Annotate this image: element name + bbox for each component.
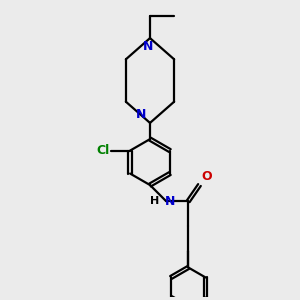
Text: N: N [143, 40, 154, 52]
Text: H: H [151, 196, 160, 206]
Text: Cl: Cl [96, 144, 110, 157]
Text: O: O [201, 170, 211, 183]
Text: N: N [165, 195, 175, 208]
Text: N: N [136, 108, 146, 122]
